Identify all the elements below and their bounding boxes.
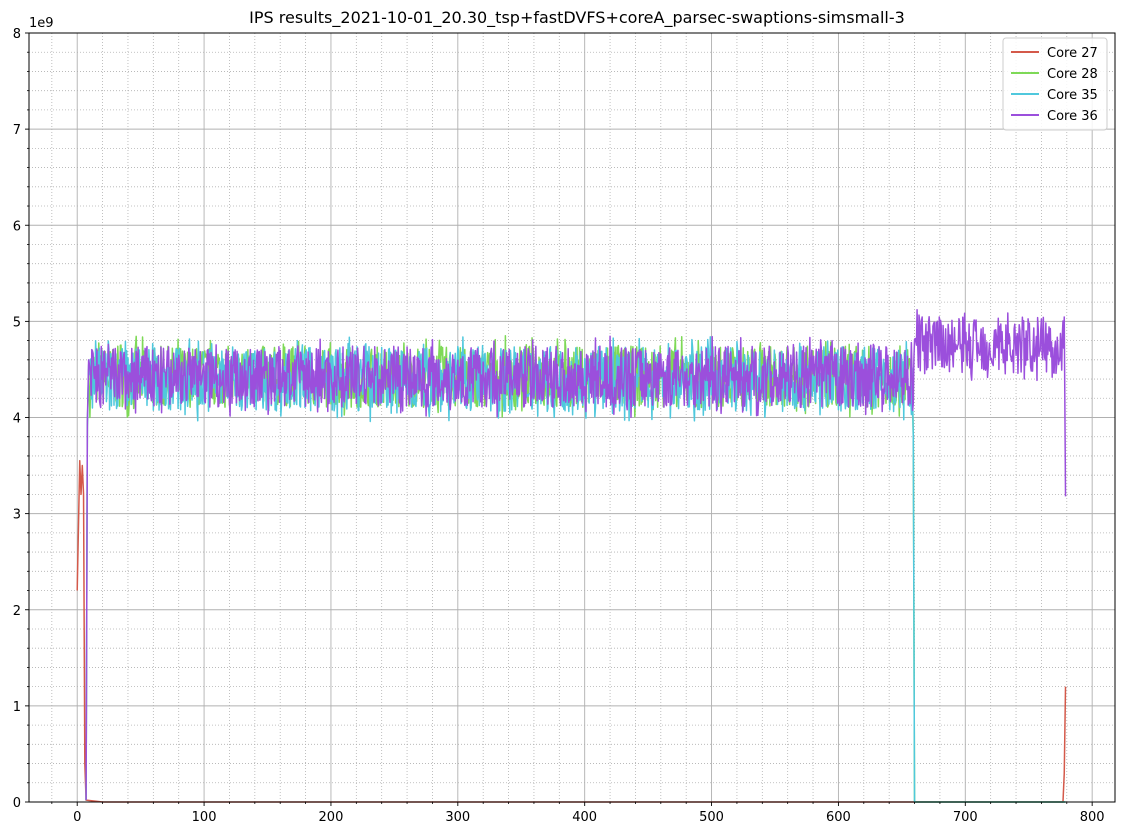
legend: Core 27 Core 28 Core 35 Core 36 — [1002, 37, 1108, 131]
y-tick-label: 2 — [13, 604, 21, 619]
y-tick-label: 5 — [13, 315, 21, 330]
y-tick-label: 7 — [13, 123, 21, 138]
x-tick-label: 0 — [73, 810, 81, 825]
major-grid — [29, 33, 1115, 802]
legend-label: Core 35 — [1047, 88, 1098, 103]
x-tick-label: 200 — [319, 810, 344, 825]
x-tick-label: 800 — [1080, 810, 1105, 825]
y-tick-label: 1 — [13, 700, 21, 715]
legend-label: Core 28 — [1047, 67, 1098, 82]
chart-title: IPS results_2021-10-01_20.30_tsp+fastDVF… — [249, 8, 905, 28]
y-tick-label: 4 — [13, 412, 21, 427]
legend-label: Core 36 — [1047, 109, 1098, 124]
x-axis: 0 100 200 300 400 500 600 700 800 — [51, 802, 1105, 825]
x-tick-label: 700 — [953, 810, 978, 825]
y-axis: 0 1 2 3 4 5 6 7 8 — [13, 27, 29, 811]
series-line-core-36 — [85, 308, 1067, 801]
y-tick-label: 0 — [13, 796, 21, 811]
x-tick-label: 500 — [699, 810, 724, 825]
series-lines — [76, 308, 1067, 803]
legend-box — [1002, 37, 1108, 131]
y-tick-label: 8 — [13, 27, 21, 42]
y-tick-label: 6 — [13, 219, 21, 234]
y-offset-label: 1e9 — [29, 16, 54, 31]
x-tick-label: 600 — [826, 810, 851, 825]
x-tick-label: 100 — [192, 810, 217, 825]
x-tick-label: 400 — [572, 810, 597, 825]
series-line-core-28 — [85, 335, 1066, 803]
series-line-core-27 — [76, 460, 1067, 803]
legend-label: Core 27 — [1047, 46, 1098, 61]
series-line-core-35 — [85, 336, 1066, 803]
x-tick-label: 300 — [445, 810, 470, 825]
y-tick-label: 3 — [13, 508, 21, 523]
